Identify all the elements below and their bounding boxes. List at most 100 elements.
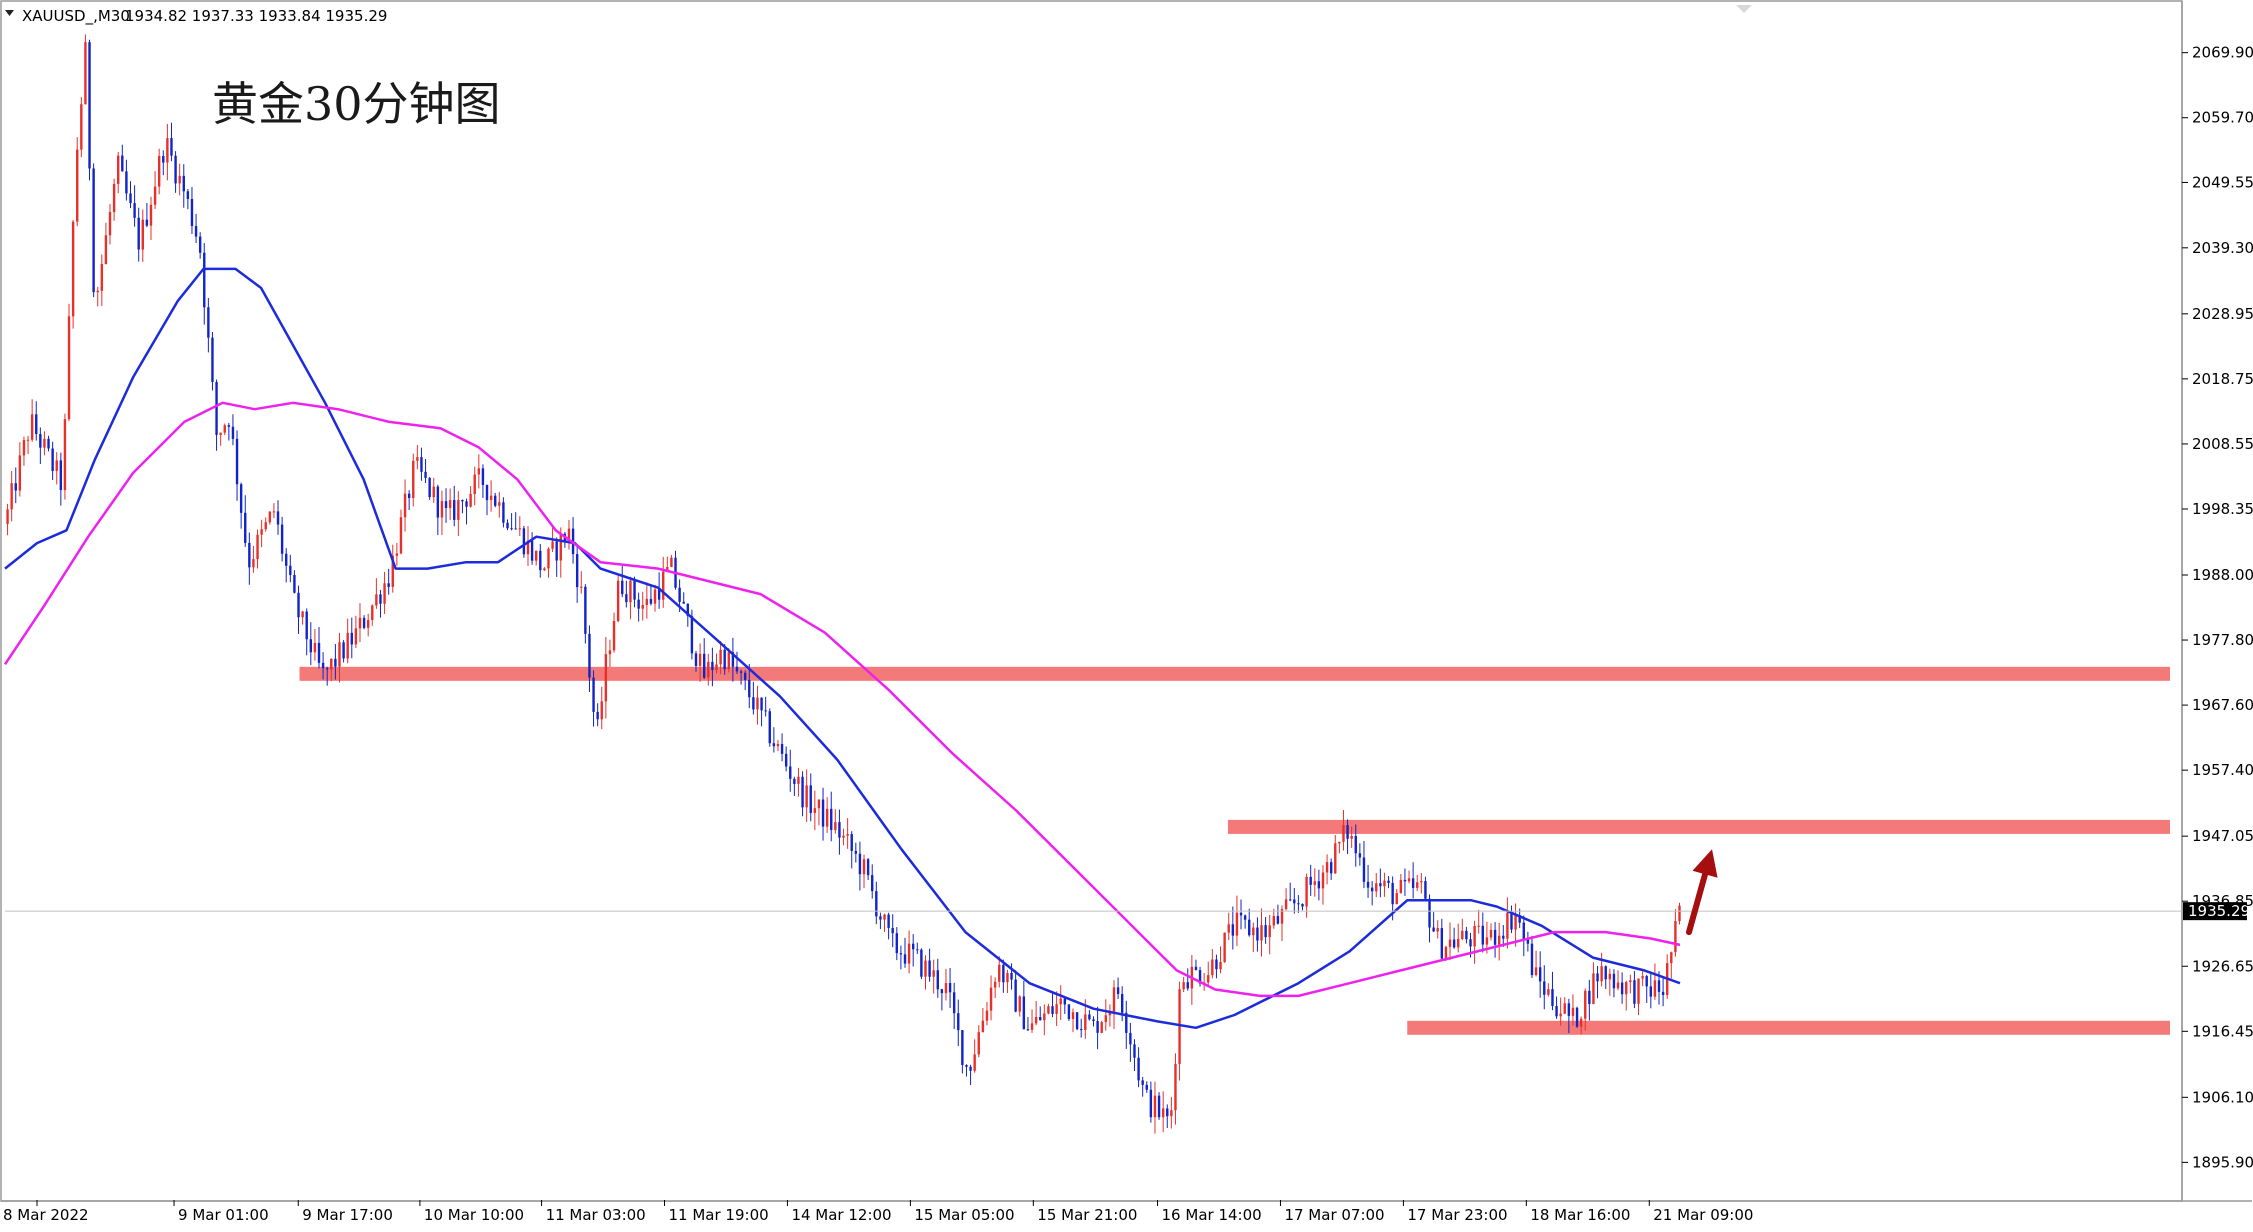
candle: [1219, 946, 1222, 974]
candle: [1243, 914, 1247, 929]
candle-body: [489, 495, 493, 501]
candle-body: [1563, 1003, 1566, 1014]
candle: [297, 585, 300, 634]
candle: [711, 647, 714, 687]
candle: [539, 543, 542, 578]
candle: [51, 441, 54, 481]
candle: [1104, 999, 1107, 1031]
candle-body: [1604, 966, 1607, 980]
candle-body: [14, 483, 17, 491]
price-tick-label: 2059.70: [2192, 109, 2253, 127]
candle: [805, 769, 808, 822]
candle-body: [473, 474, 476, 494]
candle: [436, 484, 440, 536]
candle: [407, 490, 411, 511]
candle-body: [1264, 925, 1267, 938]
price-tick-label: 2069.90: [2192, 44, 2253, 62]
candle: [1543, 965, 1546, 1010]
candle-body: [1317, 881, 1321, 889]
candle-body: [1153, 1095, 1157, 1118]
candle: [457, 491, 460, 537]
candle: [743, 670, 747, 691]
candle-body: [584, 586, 587, 634]
candle: [948, 968, 952, 1008]
candle: [1325, 854, 1329, 885]
candle: [834, 809, 837, 834]
candle: [969, 1064, 972, 1086]
candle-body: [293, 575, 296, 593]
candle-body: [903, 954, 907, 964]
time-tick-label: 21 Mar 09:00: [1653, 1206, 1753, 1224]
candle-body: [485, 484, 489, 501]
candle-body: [297, 592, 300, 618]
candle: [244, 495, 247, 547]
candle: [1248, 908, 1251, 937]
candle: [559, 527, 562, 578]
candle-body: [711, 661, 714, 671]
candle: [932, 959, 935, 994]
candle: [1112, 980, 1116, 1029]
candle-body: [26, 439, 30, 441]
candle-body: [657, 589, 661, 600]
candle: [1530, 935, 1534, 978]
candle-body: [1100, 1022, 1103, 1033]
candle-body: [227, 425, 231, 427]
candle-body: [1510, 912, 1513, 930]
candle-body: [215, 381, 218, 435]
time-tick-label: 15 Mar 21:00: [1037, 1206, 1137, 1224]
candle-body: [1215, 959, 1218, 970]
candle-body: [1387, 880, 1390, 884]
scroll-marker-icon[interactable]: [1736, 5, 1752, 13]
candle-body: [543, 568, 546, 571]
candle: [1137, 1047, 1140, 1088]
candle: [616, 575, 620, 623]
candle-body: [653, 589, 657, 604]
candle-body: [1059, 998, 1062, 1005]
candle: [145, 203, 149, 228]
candle: [608, 639, 612, 667]
candle-body: [1629, 980, 1632, 983]
candle: [43, 431, 46, 456]
candle-body: [920, 949, 923, 977]
candle-body: [1248, 919, 1251, 936]
candle-body: [346, 632, 349, 659]
candle-body: [1588, 990, 1591, 1005]
candle-body: [1657, 980, 1661, 992]
candle: [1481, 912, 1484, 953]
candle: [662, 556, 665, 608]
candle-body: [133, 203, 136, 218]
candle: [498, 492, 501, 518]
candle: [522, 525, 526, 558]
candle: [289, 554, 292, 583]
candle: [899, 945, 903, 970]
zone-bar-0: [299, 666, 2171, 681]
candle-body: [100, 264, 104, 291]
candle: [260, 519, 263, 548]
candle: [108, 204, 112, 245]
chart-title-annotation: 黄金30分钟图: [212, 77, 501, 131]
candle: [981, 1007, 985, 1033]
candle: [957, 999, 960, 1047]
candle: [1067, 1004, 1071, 1021]
candle: [125, 159, 128, 201]
candle-body: [379, 594, 382, 604]
candle: [1063, 997, 1067, 1014]
candle-body: [592, 677, 595, 712]
candle-body: [96, 290, 99, 293]
candle-body: [219, 432, 222, 435]
candle: [1633, 971, 1636, 1009]
candle: [129, 181, 132, 209]
candle-body: [1473, 925, 1476, 947]
dropdown-triangle-icon[interactable]: [5, 10, 14, 16]
candle: [1059, 985, 1062, 1021]
candle-body: [703, 653, 706, 678]
candle-body: [965, 1065, 968, 1067]
candle: [752, 681, 755, 715]
candle-body: [588, 633, 591, 678]
candle: [461, 499, 464, 514]
candle: [47, 435, 50, 452]
candle: [362, 615, 366, 630]
candle-body: [735, 666, 739, 672]
candle: [965, 1064, 968, 1077]
time-axis: 8 Mar 2022 9 Mar 01:00 9 Mar 17:00 10 Mar 1…: [3, 1200, 1753, 1224]
